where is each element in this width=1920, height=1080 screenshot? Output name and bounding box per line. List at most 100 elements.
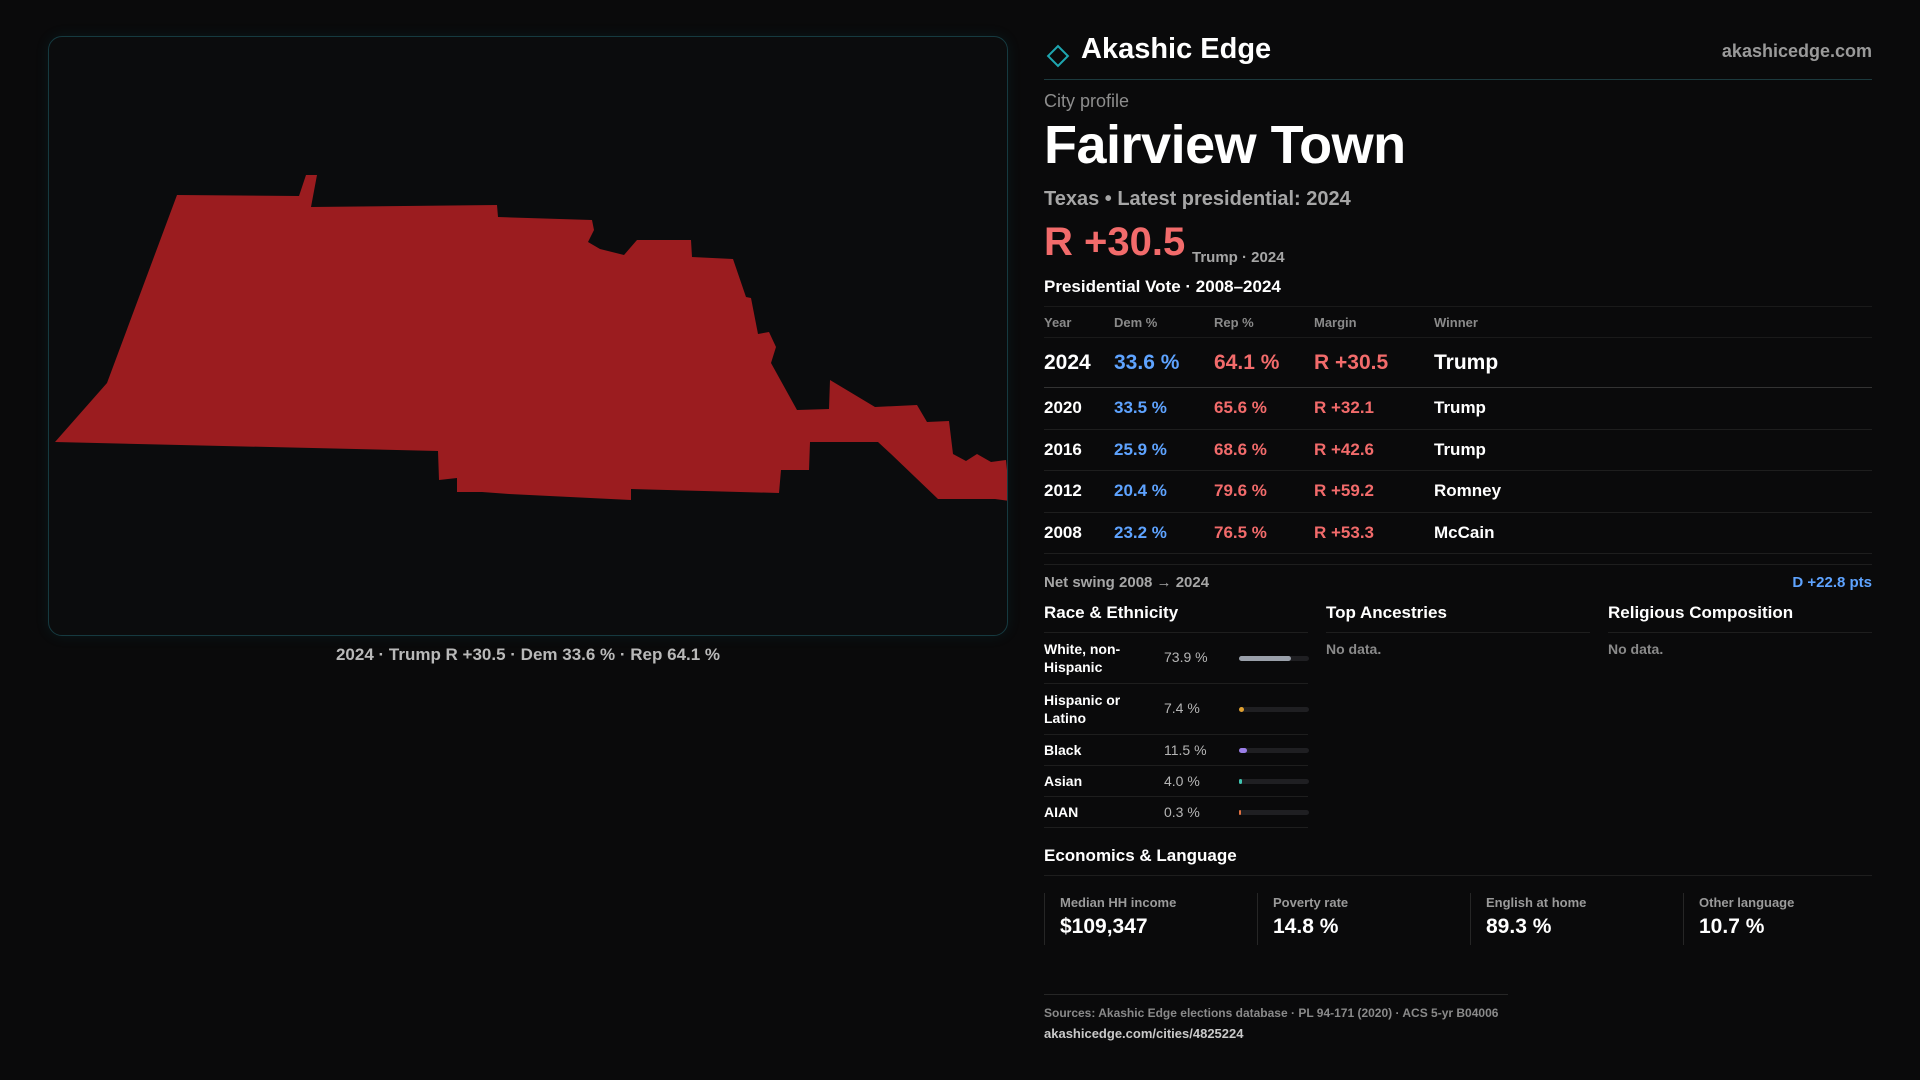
- latest-margin-note: Trump · 2024: [1192, 249, 1285, 266]
- stat-value: $109,347: [1060, 915, 1148, 938]
- table-header-row: Year Dem % Rep % Margin Winner: [1044, 306, 1872, 338]
- cell-dem: 25.9 %: [1114, 439, 1167, 459]
- stat-english-at-home: English at home 89.3 %: [1470, 893, 1682, 945]
- religion-section-title: Religious Composition: [1608, 603, 1794, 622]
- cell-margin: R +32.1: [1314, 398, 1375, 417]
- presidential-vote-table: Year Dem % Rep % Margin Winner 2024 33.6…: [1044, 306, 1872, 554]
- cell-dem: 33.6 %: [1114, 351, 1180, 374]
- cell-margin: R +53.3: [1314, 522, 1375, 542]
- cell-rep: 68.6 %: [1214, 439, 1267, 459]
- column-header-winner: Winner: [1434, 315, 1478, 330]
- stat-other-language: Other language 10.7 %: [1683, 893, 1895, 945]
- religion-section: Religious Composition No data.: [1608, 603, 1872, 657]
- table-row: 2020 33.5 % 65.6 % R +32.1 Trump: [1044, 388, 1872, 430]
- race-pct: 4.0 %: [1164, 773, 1200, 789]
- race-label: White, non-Hispanic: [1044, 641, 1121, 675]
- cell-rep: 64.1 %: [1214, 351, 1280, 374]
- latest-margin: R +30.5: [1044, 220, 1186, 264]
- religion-empty-text: No data.: [1608, 641, 1664, 657]
- state-subline: Texas • Latest presidential: 2024: [1044, 188, 1351, 210]
- race-pct: 11.5 %: [1164, 742, 1207, 758]
- site-domain-link[interactable]: akashicedge.com: [1721, 41, 1872, 61]
- cell-margin: R +59.2: [1314, 481, 1375, 500]
- stat-label: Poverty rate: [1273, 895, 1349, 910]
- race-label: Asian: [1044, 773, 1083, 789]
- sources-text: Sources: Akashic Edge elections database…: [1044, 1006, 1499, 1020]
- net-swing-row: Net swing 2008 → 2024 D +22.8 pts: [1044, 564, 1872, 594]
- column-header-year: Year: [1044, 315, 1072, 330]
- map-caption: 2024 · Trump R +30.5 · Dem 33.6 % · Rep …: [335, 645, 721, 664]
- brand-name[interactable]: Akashic Edge: [1081, 33, 1272, 65]
- cell-dem: 20.4 %: [1114, 481, 1167, 500]
- cell-year: 2016: [1044, 439, 1082, 459]
- race-bar-fill: [1239, 748, 1248, 753]
- stat-poverty-rate: Poverty rate 14.8 %: [1257, 893, 1469, 945]
- cell-rep: 79.6 %: [1214, 481, 1267, 500]
- stat-label: Other language: [1699, 895, 1795, 910]
- column-header-dem: Dem %: [1114, 315, 1158, 330]
- religion-section-header: Religious Composition: [1608, 603, 1872, 633]
- race-bar-fill: [1239, 656, 1291, 661]
- cell-winner: Trump: [1434, 351, 1499, 374]
- race-section-header: Race & Ethnicity: [1044, 603, 1308, 633]
- stat-value: 89.3 %: [1486, 915, 1552, 938]
- race-bar-fill: [1239, 707, 1245, 712]
- column-header-margin: Margin: [1314, 315, 1357, 330]
- ancestries-section: Top Ancestries No data.: [1326, 603, 1590, 657]
- city-boundary-shape[interactable]: [55, 175, 1008, 501]
- city-boundary-map: [55, 175, 1008, 501]
- ancestries-section-title: Top Ancestries: [1326, 603, 1447, 622]
- stat-label: English at home: [1486, 895, 1587, 910]
- list-item: White, non-Hispanic 73.9 %: [1044, 633, 1309, 684]
- economics-section-header: Economics & Language: [1044, 846, 1872, 876]
- stat-median-income: Median HH income $109,347: [1044, 893, 1256, 945]
- cell-margin: R +42.6: [1314, 439, 1375, 459]
- vote-section-title: Presidential Vote · 2008–2024: [1044, 277, 1281, 296]
- race-bar-track: [1239, 748, 1309, 753]
- cell-margin: R +30.5: [1314, 351, 1389, 374]
- race-bar-track: [1239, 779, 1309, 784]
- ancestries-section-header: Top Ancestries: [1326, 603, 1590, 633]
- cell-rep: 65.6 %: [1214, 398, 1267, 417]
- page-kicker: City profile: [1044, 91, 1130, 111]
- map-panel: [48, 36, 1008, 636]
- race-bar-track: [1239, 656, 1309, 661]
- list-item: AIAN 0.3 %: [1044, 797, 1309, 828]
- cell-year: 2008: [1044, 522, 1082, 542]
- cell-winner: McCain: [1434, 522, 1495, 542]
- race-bar-track: [1239, 810, 1309, 815]
- cell-year: 2020: [1044, 398, 1082, 417]
- page-title: Fairview Town: [1044, 115, 1406, 175]
- list-item: Asian 4.0 %: [1044, 766, 1309, 797]
- ancestries-empty-text: No data.: [1326, 641, 1382, 657]
- race-bar-fill: [1239, 779, 1242, 784]
- table-row: 2012 20.4 % 79.6 % R +59.2 Romney: [1044, 471, 1872, 513]
- net-swing-label: Net swing 2008 → 2024: [1044, 574, 1210, 591]
- table-row: 2008 23.2 % 76.5 % R +53.3 McCain: [1044, 513, 1872, 554]
- race-label: AIAN: [1044, 804, 1079, 820]
- race-bar-fill: [1239, 810, 1242, 815]
- economics-section-title: Economics & Language: [1044, 846, 1237, 865]
- column-header-rep: Rep %: [1214, 315, 1254, 330]
- cell-dem: 23.2 %: [1114, 522, 1167, 542]
- stat-label: Median HH income: [1060, 895, 1177, 910]
- race-pct: 0.3 %: [1164, 804, 1200, 820]
- page-url-link[interactable]: akashicedge.com/cities/4825224: [1044, 1026, 1244, 1041]
- race-label: Hispanic or Latino: [1044, 692, 1121, 726]
- cell-winner: Trump: [1434, 398, 1486, 417]
- diamond-outline-icon: [1046, 44, 1070, 68]
- race-label: Black: [1044, 742, 1082, 758]
- race-ethnicity-section: Race & Ethnicity White, non-Hispanic 73.…: [1044, 603, 1309, 828]
- race-pct: 73.9 %: [1164, 649, 1208, 665]
- cell-rep: 76.5 %: [1214, 522, 1267, 542]
- table-row: 2016 25.9 % 68.6 % R +42.6 Trump: [1044, 430, 1872, 471]
- brand-header: Akashic Edge akashicedge.com: [1044, 30, 1872, 80]
- stat-value: 10.7 %: [1699, 915, 1765, 938]
- cell-winner: Trump: [1434, 439, 1486, 459]
- stat-value: 14.8 %: [1273, 915, 1339, 938]
- sources-footer: Sources: Akashic Edge elections database…: [1044, 994, 1508, 1041]
- race-section-title: Race & Ethnicity: [1044, 603, 1179, 622]
- cell-dem: 33.5 %: [1114, 398, 1167, 417]
- economics-grid: Median HH income $109,347 Poverty rate 1…: [1044, 893, 1872, 945]
- table-row: 2024 33.6 % 64.1 % R +30.5 Trump: [1044, 338, 1872, 388]
